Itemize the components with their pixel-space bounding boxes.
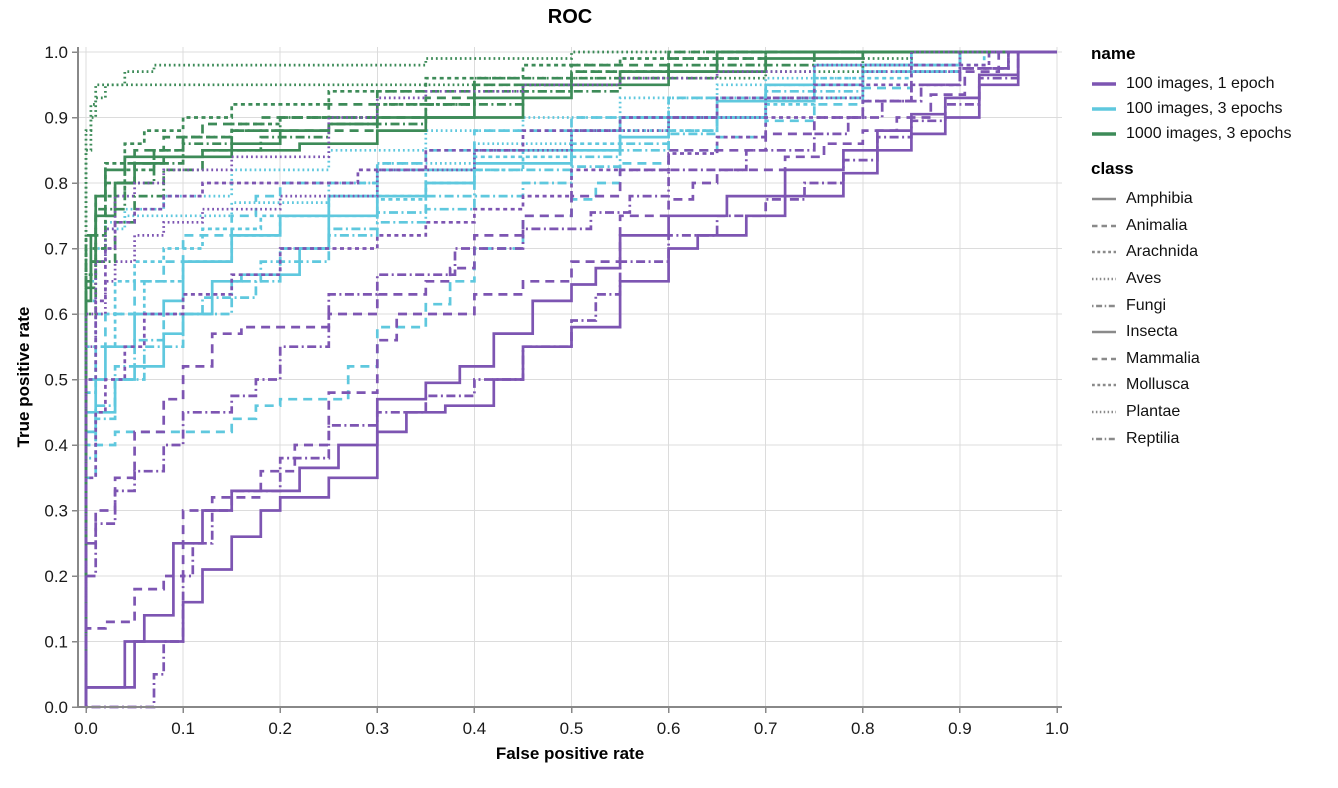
roc-curve xyxy=(84,50,1057,707)
roc-curve xyxy=(84,50,1057,707)
x-tick-label: 0.0 xyxy=(74,719,98,738)
x-axis-title: False positive rate xyxy=(495,744,645,763)
legend-item-label: Mammalia xyxy=(1126,349,1200,367)
y-tick-label: 0.1 xyxy=(44,633,68,652)
line-swatch-icon xyxy=(1092,277,1116,281)
chart-title: ROC xyxy=(547,6,593,28)
legend-item-label: Plantae xyxy=(1126,403,1181,421)
line-swatch-icon xyxy=(1092,106,1116,111)
x-tick-label: 0.9 xyxy=(948,719,972,738)
legend-item-label: Animalia xyxy=(1126,216,1188,234)
y-tick-label: 0.2 xyxy=(44,567,68,586)
line-swatch-icon xyxy=(1092,131,1116,136)
legend-item-label: 100 images, 3 epochs xyxy=(1126,99,1283,117)
roc-curve xyxy=(84,50,1057,707)
y-tick-label: 0.3 xyxy=(44,502,68,521)
y-axis-title: True positive rate xyxy=(14,306,33,448)
roc-curve xyxy=(84,50,1057,707)
legend-item-label: 1000 images, 3 epochs xyxy=(1126,124,1292,142)
x-tick-label: 0.1 xyxy=(171,719,195,738)
roc-curve xyxy=(84,50,1057,707)
legend-item-class-4: Fungi xyxy=(1091,292,1291,319)
line-swatch-icon xyxy=(1092,410,1116,414)
line-swatch-icon xyxy=(1092,331,1116,334)
line-swatch-icon xyxy=(1092,224,1116,228)
legend-item-label: Arachnida xyxy=(1126,243,1199,261)
roc-curve xyxy=(84,50,1057,707)
y-tick-label: 1.0 xyxy=(44,43,68,62)
line-swatch-icon xyxy=(1092,384,1116,387)
y-tick-label: 0.6 xyxy=(44,305,68,324)
legend-item-class-1: Animalia xyxy=(1091,213,1291,240)
x-tick-label: 0.5 xyxy=(560,719,584,738)
legend-item-label: Mollusca xyxy=(1126,376,1190,394)
legend-item-label: Amphibia xyxy=(1126,190,1193,208)
roc-curve xyxy=(84,50,1057,707)
legend-item-class-5: Insecta xyxy=(1091,319,1291,346)
x-tick-label: 0.4 xyxy=(463,719,487,738)
line-swatch-icon xyxy=(1092,198,1116,201)
x-tick-label: 1.0 xyxy=(1045,719,1069,738)
x-tick-label: 0.3 xyxy=(365,719,389,738)
roc-curve xyxy=(84,50,1057,707)
line-swatch-icon xyxy=(1092,357,1116,361)
y-tick-label: 0.0 xyxy=(44,698,68,717)
legend-item-label: Insecta xyxy=(1126,323,1178,341)
legend-name-header: name xyxy=(1091,44,1136,63)
legend-item-name-0: 100 images, 1 epoch xyxy=(1091,71,1291,96)
x-tick-label: 0.8 xyxy=(851,719,875,738)
roc-curve xyxy=(84,50,1057,707)
line-swatch-icon xyxy=(1092,304,1116,307)
axis-domain xyxy=(77,47,1062,708)
x-tick-label: 0.6 xyxy=(657,719,681,738)
legend-item-name-1: 100 images, 3 epochs xyxy=(1091,96,1291,121)
legend-item-class-0: Amphibia xyxy=(1091,186,1291,213)
x-tick-label: 0.7 xyxy=(754,719,778,738)
legend-item-class-3: Aves xyxy=(1091,266,1291,293)
legend-item-label: Aves xyxy=(1126,270,1162,288)
y-tick-label: 0.9 xyxy=(44,109,68,128)
y-tick-label: 0.4 xyxy=(44,436,68,455)
legend-item-label: 100 images, 1 epoch xyxy=(1126,74,1275,92)
legend-class-header: class xyxy=(1091,159,1134,178)
roc-curve xyxy=(84,50,1057,707)
legend-item-class-8: Plantae xyxy=(1091,399,1291,426)
roc-curve xyxy=(86,50,1057,709)
y-tick-label: 0.8 xyxy=(44,174,68,193)
line-swatch-icon xyxy=(1092,437,1116,440)
legend-item-class-6: Mammalia xyxy=(1091,346,1291,373)
y-tick-label: 0.5 xyxy=(44,371,68,390)
roc-curve xyxy=(84,50,1057,707)
roc-curve xyxy=(84,50,1057,707)
y-tick-label: 0.7 xyxy=(44,240,68,259)
legend-item-class-7: Mollusca xyxy=(1091,372,1291,399)
roc-curve xyxy=(84,50,1057,707)
legend-item-name-2: 1000 images, 3 epochs xyxy=(1091,121,1291,146)
legend-item-label: Reptilia xyxy=(1126,429,1180,447)
legend-item-class-2: Arachnida xyxy=(1091,239,1291,266)
legend-item-label: Fungi xyxy=(1126,296,1167,314)
legend: name 100 images, 1 epoch 100 images, 3 e… xyxy=(1091,44,1291,452)
legend-item-class-9: Reptilia xyxy=(1091,425,1291,452)
x-tick-label: 0.2 xyxy=(268,719,292,738)
line-swatch-icon xyxy=(1092,81,1116,86)
roc-curve xyxy=(84,50,1057,707)
line-swatch-icon xyxy=(1092,251,1116,254)
